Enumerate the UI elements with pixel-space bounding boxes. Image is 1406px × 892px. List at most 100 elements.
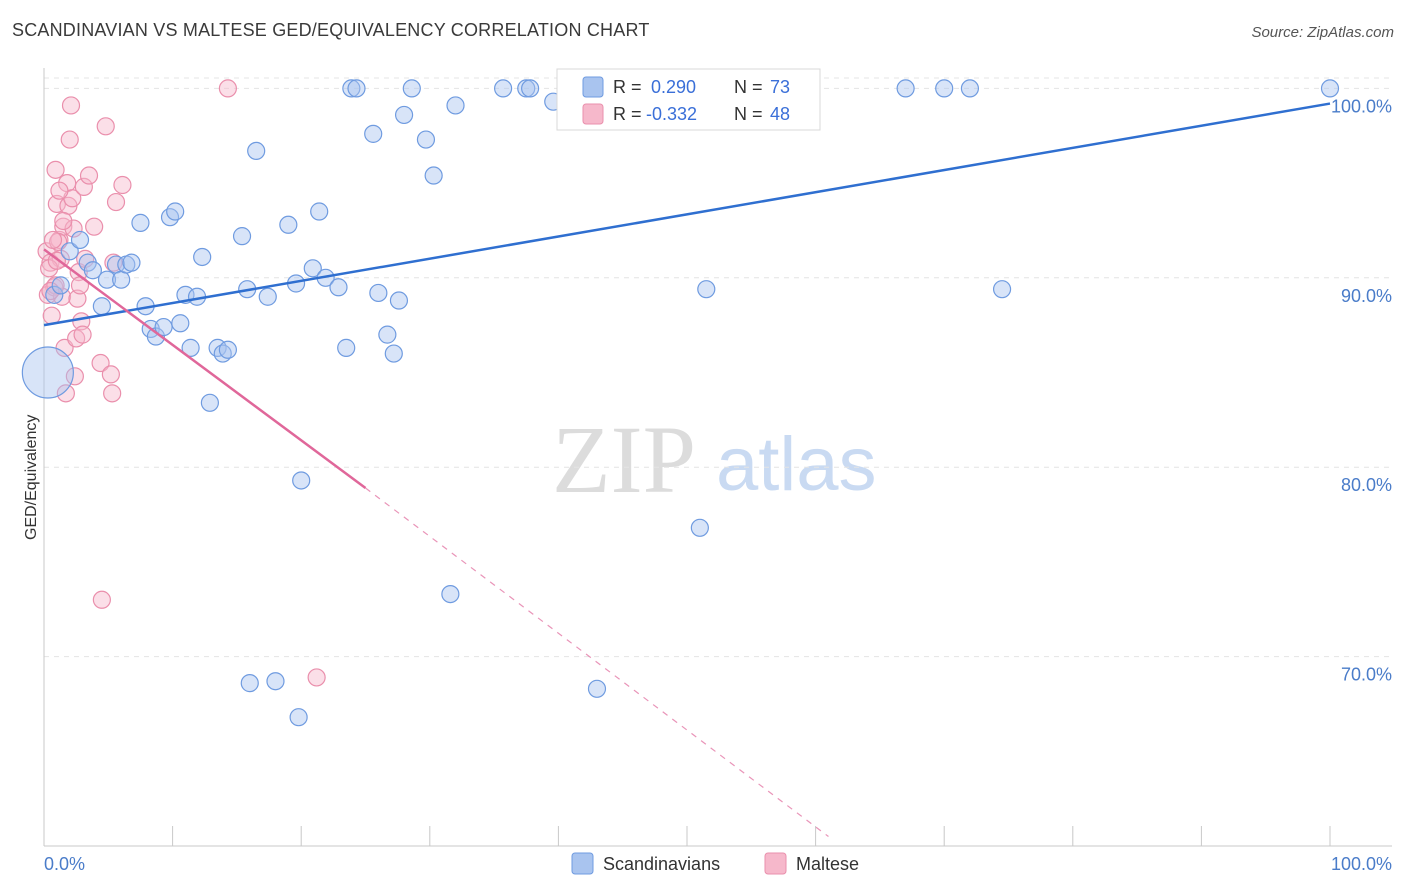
x-ticks: 0.0% 100.0% [43, 826, 1392, 874]
maltese-point [68, 289, 87, 308]
maltese-trend-line [43, 248, 367, 490]
scandinavian-point [369, 283, 388, 303]
scandinavian-point [494, 79, 513, 98]
scandinavian-point [51, 276, 70, 295]
bottom-legend: Scandinavians Maltese [571, 852, 859, 875]
legend-pink-swatch [582, 103, 604, 125]
scandinavian-point [92, 297, 111, 316]
scandinavian-point [441, 585, 460, 604]
maltese-point [64, 219, 83, 238]
scandinavian-point [424, 166, 443, 185]
scandinavian-point [292, 471, 311, 490]
scandinavian-point [97, 270, 117, 289]
scandinavian-point [60, 242, 79, 261]
maltese-point [103, 384, 122, 403]
legend-r-value-1: 0.290 [646, 77, 696, 97]
chart-source: Source: ZipAtlas.com [1251, 24, 1394, 41]
scandinavian-point [329, 278, 348, 297]
scandinavian-point [935, 79, 954, 98]
legend-n-value-2: 48 [770, 104, 790, 124]
maltese-point [56, 384, 75, 403]
y-tick-label: 70.0% [1341, 665, 1392, 685]
scandinavian-point [690, 518, 709, 537]
maltese-point [85, 217, 104, 236]
scandinavian-point [181, 338, 200, 357]
maltese-point [106, 192, 126, 212]
x-tick-label: 0.0% [44, 854, 85, 874]
scandinavian-point [384, 344, 403, 363]
scandinavian-point [247, 141, 266, 161]
maltese-point [46, 276, 65, 295]
maltese-point [79, 166, 99, 185]
trend-lines [43, 102, 1331, 838]
scandinavian-point [258, 287, 277, 306]
maltese-point [46, 160, 65, 179]
scandinavian-point [378, 325, 397, 344]
scandinavian-point [232, 227, 252, 246]
scandinavian-point [21, 346, 74, 399]
top-legend: R = 0.290 N = 73 R = -0.332 N = 48 [556, 68, 821, 131]
scandinavian-point [587, 679, 607, 698]
maltese-point [92, 590, 111, 609]
scandinavian-point [303, 259, 322, 278]
watermark-zip: ZIP [552, 406, 696, 513]
maltese-point [74, 177, 93, 196]
scandinavian-point [289, 708, 308, 727]
maltese-point [73, 325, 92, 344]
bottom-legend-pink-swatch [764, 852, 787, 875]
maltese-point [54, 211, 73, 231]
legend-scandinavians: Scandinavians [603, 854, 720, 874]
scandinavian-point [160, 208, 180, 227]
x-tick-label: 100.0% [1331, 854, 1392, 874]
maltese-point [60, 130, 79, 149]
scandinavian-point [171, 314, 190, 333]
legend-blue-swatch [582, 76, 604, 98]
legend-maltese: Maltese [796, 854, 859, 874]
scandinavian-point [337, 338, 356, 357]
bottom-legend-blue-swatch [571, 852, 594, 875]
y-axis-label: GED/Equivalency [23, 415, 40, 540]
legend-n-value-1: 73 [770, 77, 790, 97]
maltese-point [50, 181, 69, 200]
legend-r-value-2: -0.332 [646, 104, 697, 124]
legend-r-label-2: R = [613, 104, 642, 124]
scandinavian-point [446, 96, 465, 115]
maltese-point [61, 96, 81, 115]
y-tick-label: 90.0% [1341, 286, 1392, 306]
scandinavian-point [83, 261, 102, 280]
scandinavian-point [218, 340, 237, 359]
scandinavian-point [394, 105, 414, 125]
maltese-point [96, 117, 115, 136]
y-tick-label: 80.0% [1341, 475, 1392, 495]
maltese-point [113, 175, 132, 195]
scandinavian-point [200, 393, 219, 412]
scandinavian-point [342, 79, 361, 98]
maltese-point [40, 259, 59, 278]
maltese-point [65, 367, 84, 386]
scandinavian-point [122, 253, 141, 272]
scandinavian-point [45, 285, 64, 304]
y-tick-label: 100.0% [1331, 96, 1392, 116]
scandinavian-point [347, 79, 366, 98]
maltese-points [37, 79, 326, 687]
chart-title: SCANDINAVIAN VS MALTESE GED/EQUIVALENCY … [12, 20, 650, 40]
scandinavian-point [240, 674, 259, 693]
scandinavian-point [697, 280, 716, 299]
scandinavian-point [193, 247, 212, 267]
maltese-point [101, 365, 120, 384]
axes [43, 68, 1392, 847]
scandinavian-point [131, 213, 150, 232]
scandinavian-point [992, 280, 1012, 299]
scandinavian-point [960, 79, 980, 98]
scandinavian-point [279, 215, 298, 234]
maltese-point [91, 353, 110, 373]
scandinavian-point [896, 79, 915, 98]
scandinavian-point [389, 291, 409, 310]
scandinavian-point [146, 327, 165, 346]
watermark-atlas: atlas [716, 422, 877, 507]
legend-r-label-1: R = [613, 77, 642, 97]
scandinavian-points [21, 79, 1340, 727]
legend-n-label-1: N = [734, 77, 763, 97]
maltese-point [307, 668, 326, 687]
